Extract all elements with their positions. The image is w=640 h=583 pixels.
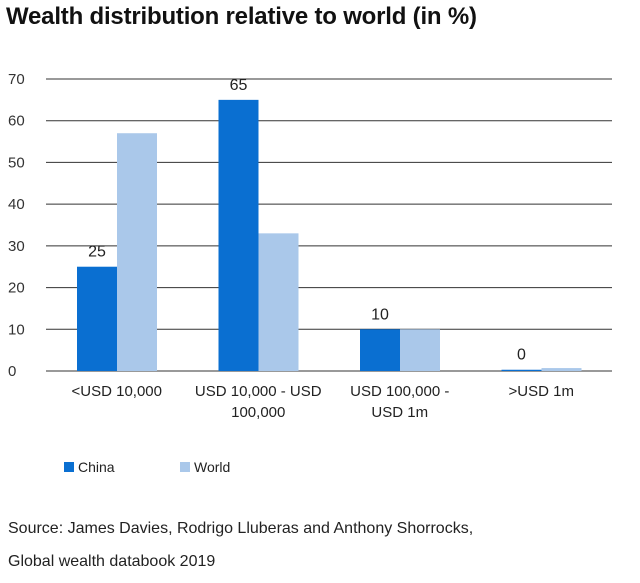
category-label-0-0: <USD 10,000 (72, 383, 162, 400)
bar-china-2 (360, 329, 400, 371)
category-label-2-1: USD 1m (371, 404, 428, 421)
legend: China World (64, 459, 230, 475)
category-labels: <USD 10,000 USD 10,000 - USD 100,000 USD 10… (72, 383, 574, 421)
y-tick-40: 40 (8, 196, 25, 213)
category-label-1-1: 100,000 (231, 404, 285, 421)
bar-world-3 (541, 368, 582, 371)
bar-world-2 (400, 329, 440, 371)
category-label-1-0: USD 10,000 - USD (195, 383, 322, 400)
legend-label-china: China (78, 459, 115, 475)
bars (77, 99, 582, 371)
y-tick-20: 20 (8, 280, 25, 297)
source-line-2: Global wealth databook 2019 (8, 553, 216, 570)
data-labels: 25 65 10 0 (88, 77, 526, 364)
y-tick-50: 50 (8, 154, 25, 171)
category-label-3-0: >USD 1m (509, 383, 574, 400)
bar-world-0 (117, 133, 157, 371)
data-label-china-3: 0 (517, 347, 526, 364)
bar-china-0 (77, 266, 117, 371)
y-tick-70: 70 (8, 71, 25, 88)
legend-label-world: World (194, 459, 230, 475)
y-tick-0: 0 (8, 363, 16, 380)
y-tick-10: 10 (8, 321, 25, 338)
legend-swatch-china (64, 462, 74, 472)
bar-china-1 (218, 99, 259, 371)
data-label-china-0: 25 (88, 244, 106, 261)
category-label-2-0: USD 100,000 - (350, 383, 449, 400)
bar-world-1 (258, 233, 299, 371)
legend-swatch-world (180, 462, 190, 472)
source-line-1: Source: James Davies, Rodrigo Lluberas a… (8, 520, 474, 537)
bar-chart: 0 10 20 30 40 50 60 70 25 65 10 0 <USD 10,000 USD 1… (8, 71, 612, 475)
data-label-china-2: 10 (371, 306, 389, 323)
y-tick-60: 60 (8, 113, 25, 130)
data-label-china-1: 65 (230, 77, 248, 94)
y-axis-ticks: 0 10 20 30 40 50 60 70 (8, 71, 25, 380)
chart-title: Wealth distribution relative to world (i… (6, 3, 477, 30)
bar-china-3 (501, 369, 542, 371)
y-tick-30: 30 (8, 238, 25, 255)
